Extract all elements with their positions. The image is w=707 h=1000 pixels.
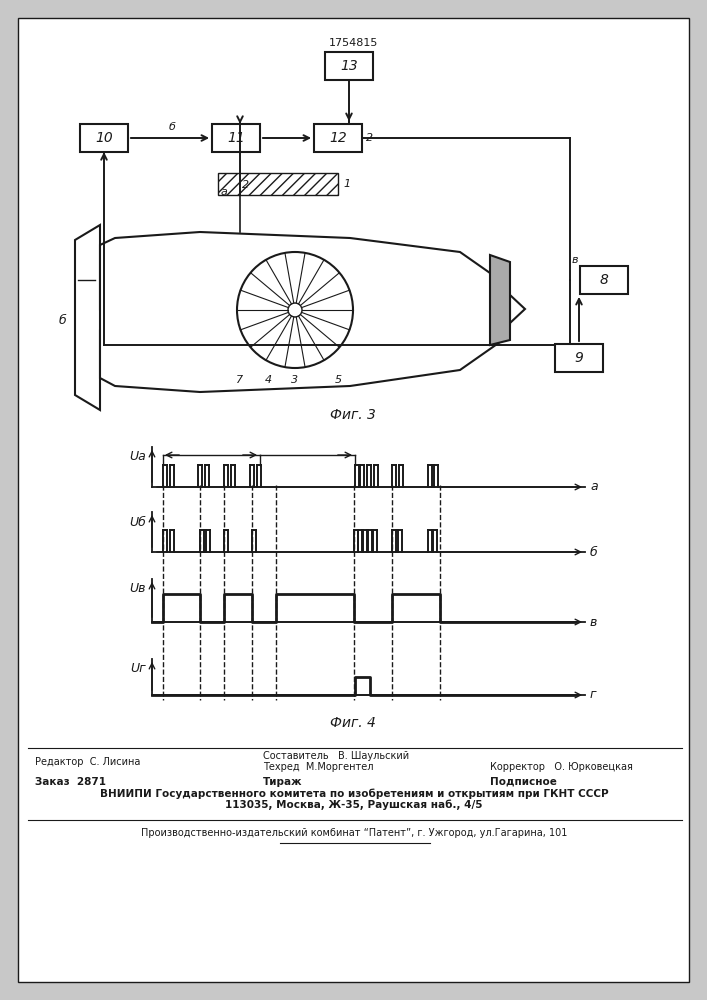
Bar xyxy=(580,266,628,294)
Text: Фиг. 4: Фиг. 4 xyxy=(330,716,376,730)
Text: 11: 11 xyxy=(227,131,245,145)
Text: б: б xyxy=(590,546,597,558)
Text: а: а xyxy=(590,481,597,493)
Text: 113035, Москва, Ж-35, Раушская наб., 4/5: 113035, Москва, Ж-35, Раушская наб., 4/5 xyxy=(226,800,483,810)
Text: Техред  М.Моргентел: Техред М.Моргентел xyxy=(263,762,373,772)
Bar xyxy=(218,173,338,195)
Bar xyxy=(212,124,260,152)
Text: Составитель   В. Шаульский: Составитель В. Шаульский xyxy=(263,751,409,761)
Text: Uб: Uб xyxy=(129,516,146,528)
Polygon shape xyxy=(100,232,510,392)
Text: 9: 9 xyxy=(575,351,583,365)
Text: 7: 7 xyxy=(236,375,244,385)
Bar xyxy=(314,124,362,152)
Text: Производственно-издательский комбинат “Патент”, г. Ужгород, ул.Гагарина, 101: Производственно-издательский комбинат “П… xyxy=(141,828,567,838)
Text: а: а xyxy=(220,187,227,197)
Text: Uв: Uв xyxy=(129,582,146,595)
Circle shape xyxy=(237,252,353,368)
Text: Заказ  2871: Заказ 2871 xyxy=(35,777,106,787)
Circle shape xyxy=(288,303,302,317)
Text: 10: 10 xyxy=(95,131,113,145)
Text: 12: 12 xyxy=(329,131,347,145)
Bar xyxy=(555,344,603,372)
Text: 2: 2 xyxy=(366,133,373,143)
Text: в: в xyxy=(572,255,578,265)
Text: 1: 1 xyxy=(343,179,350,189)
Text: б: б xyxy=(58,314,66,326)
Text: б: б xyxy=(168,122,175,132)
Text: 5: 5 xyxy=(334,375,341,385)
Text: 4: 4 xyxy=(264,375,271,385)
Text: ВНИИПИ Государственного комитета по изобретениям и открытиям при ГКНТ СССР: ВНИИПИ Государственного комитета по изоб… xyxy=(100,789,608,799)
Text: Uг: Uг xyxy=(130,662,146,676)
Text: 8: 8 xyxy=(600,273,609,287)
Text: 2: 2 xyxy=(242,180,249,190)
Text: Тираж: Тираж xyxy=(263,777,303,787)
Polygon shape xyxy=(490,255,510,345)
Text: 3: 3 xyxy=(291,375,298,385)
Bar xyxy=(325,52,373,80)
Bar xyxy=(80,124,128,152)
Polygon shape xyxy=(75,225,110,410)
Text: Подписное: Подписное xyxy=(490,777,557,787)
Text: 1754815: 1754815 xyxy=(329,38,379,48)
Text: 13: 13 xyxy=(340,59,358,73)
Text: г: г xyxy=(590,688,597,702)
Text: Редактор  С. Лисина: Редактор С. Лисина xyxy=(35,757,141,767)
Text: Uа: Uа xyxy=(129,450,146,464)
Text: Фиг. 3: Фиг. 3 xyxy=(330,408,376,422)
Text: Корректор   О. Юрковецкая: Корректор О. Юрковецкая xyxy=(490,762,633,772)
Text: в: в xyxy=(590,615,597,629)
